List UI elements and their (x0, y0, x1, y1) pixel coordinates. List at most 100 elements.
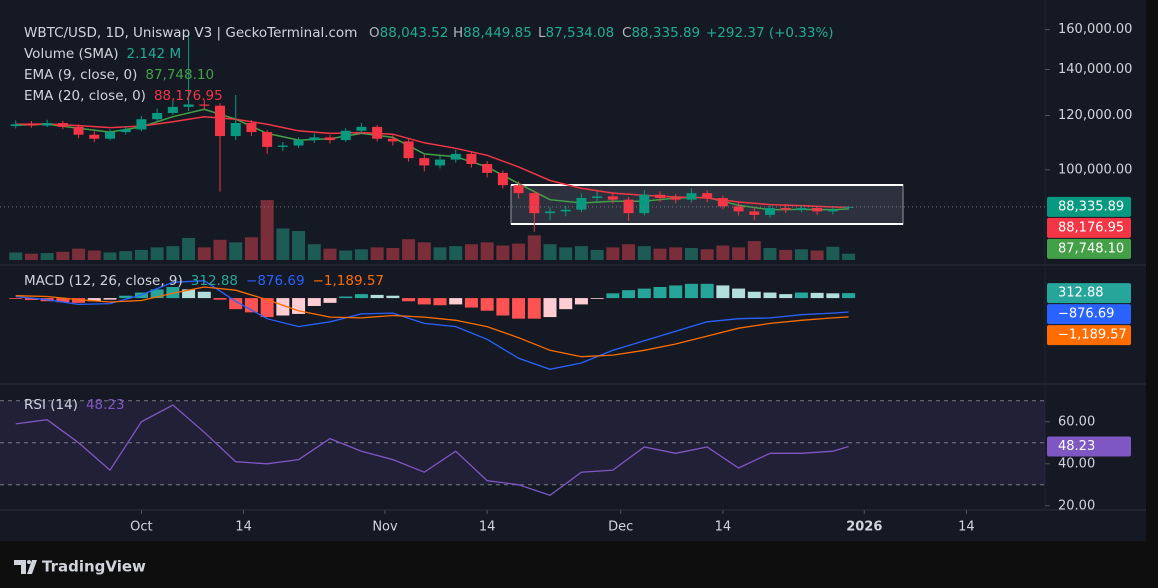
volume-bar (842, 253, 856, 260)
volume-bar (543, 244, 557, 260)
rsi-title: RSI (14) (24, 397, 78, 413)
volume-name: Volume (SMA) (24, 46, 119, 62)
histogram-bar (354, 294, 368, 299)
value-tag (1047, 325, 1131, 346)
candle-body (105, 132, 115, 139)
candle-body (639, 194, 650, 214)
candle-body (262, 132, 273, 147)
volume-bar (134, 249, 148, 260)
volume-bar (779, 249, 793, 260)
candle-body (73, 126, 84, 135)
histogram-bar (637, 288, 651, 299)
x-tick-label: Nov (372, 520, 398, 535)
candle-body (560, 209, 571, 212)
logo-dot (27, 560, 31, 564)
volume-bar (229, 242, 243, 260)
histogram-bar (229, 298, 243, 310)
volume-bar (119, 251, 133, 260)
histogram-bar (700, 283, 714, 299)
macd-hist-value: 312.88 (191, 273, 238, 289)
histogram-bar (779, 294, 793, 299)
volume-bar (449, 246, 463, 260)
candle-body (403, 141, 414, 159)
volume-bar (574, 246, 588, 260)
candle-body (450, 153, 461, 160)
candle-body (765, 208, 775, 215)
histogram-bar (716, 285, 730, 299)
candle-body (812, 208, 823, 212)
histogram-bar (496, 298, 510, 316)
candle-body (670, 198, 681, 200)
macd-value: −876.69 (246, 273, 305, 289)
histogram-bar (24, 298, 38, 300)
candle-body (42, 123, 53, 126)
histogram-bar (590, 298, 604, 299)
ema-name: EMA (20, close, 0) (24, 88, 146, 104)
histogram-bar (323, 298, 337, 303)
histogram-bar (197, 291, 211, 299)
candle-body (120, 129, 131, 133)
volume-bar (684, 248, 698, 260)
histogram-bar (56, 298, 70, 303)
brand: TradingView (42, 558, 146, 576)
candle-body (655, 194, 665, 199)
candle-body (325, 137, 335, 141)
candle-body (340, 130, 351, 141)
volume-bar (794, 249, 808, 260)
histogram-bar (87, 298, 101, 302)
y-tick-label: 20.00 (1058, 498, 1095, 513)
volume-bar (166, 246, 180, 260)
candle-body (136, 119, 147, 130)
histogram-bar (166, 287, 180, 299)
legend: WBTC/USD, 1D, Uniswap V3 | GeckoTerminal… (24, 25, 834, 413)
volume-bar (622, 244, 636, 260)
y-tick-label: 140,000.00 (1058, 62, 1132, 77)
ohlc-value: 88,449.85 (463, 25, 532, 41)
volume-bar (213, 239, 227, 260)
candle-body (183, 104, 194, 107)
volume-bar (244, 237, 258, 260)
chart-background (0, 0, 1146, 541)
volume-bar (260, 200, 274, 260)
volume-bar (323, 248, 337, 260)
volume-bar (826, 246, 840, 260)
histogram-bar (464, 298, 478, 308)
volume-bar (307, 244, 321, 260)
volume-bar (512, 243, 526, 260)
histogram-bar (512, 298, 526, 319)
histogram-bar (559, 298, 573, 310)
x-tick-label: 14 (715, 520, 732, 535)
candle-body (152, 112, 163, 120)
histogram-bar (653, 287, 667, 299)
value-tag (1047, 304, 1131, 325)
candle-body (717, 198, 728, 207)
ohlc-key: L (538, 25, 546, 41)
candle-body (545, 211, 555, 214)
candle-body (796, 208, 807, 210)
histogram-bar (72, 298, 86, 303)
histogram-bar (732, 288, 746, 299)
macd-title: MACD (12, 26, close, 9) (24, 273, 183, 289)
rsi-legend: RSI (14) 48.23 (24, 397, 125, 413)
value-tag-label: −876.69 (1058, 307, 1114, 322)
candle-body (10, 124, 21, 127)
ohlc-key: C (622, 25, 631, 41)
volume-bar (810, 250, 824, 260)
volume-bar (747, 241, 761, 260)
histogram-bar (402, 298, 416, 302)
histogram-bar (339, 296, 353, 299)
volume-legend: Volume (SMA) 2.142 M (24, 46, 181, 62)
ema-legend: EMA (20, close, 0) 88,176.95 (24, 88, 223, 104)
value-tag-label: 48.23 (1058, 439, 1095, 454)
volume-bar (653, 248, 667, 260)
volume-bar (496, 245, 510, 260)
line (15, 404, 849, 497)
candle-body (827, 209, 838, 212)
volume-bar (339, 250, 353, 260)
histogram-bar (606, 293, 620, 299)
histogram-bar (574, 298, 588, 305)
candle-body (466, 153, 477, 164)
histogram-bar (763, 292, 777, 299)
candle-body (497, 172, 508, 186)
volume-bar (590, 249, 604, 260)
